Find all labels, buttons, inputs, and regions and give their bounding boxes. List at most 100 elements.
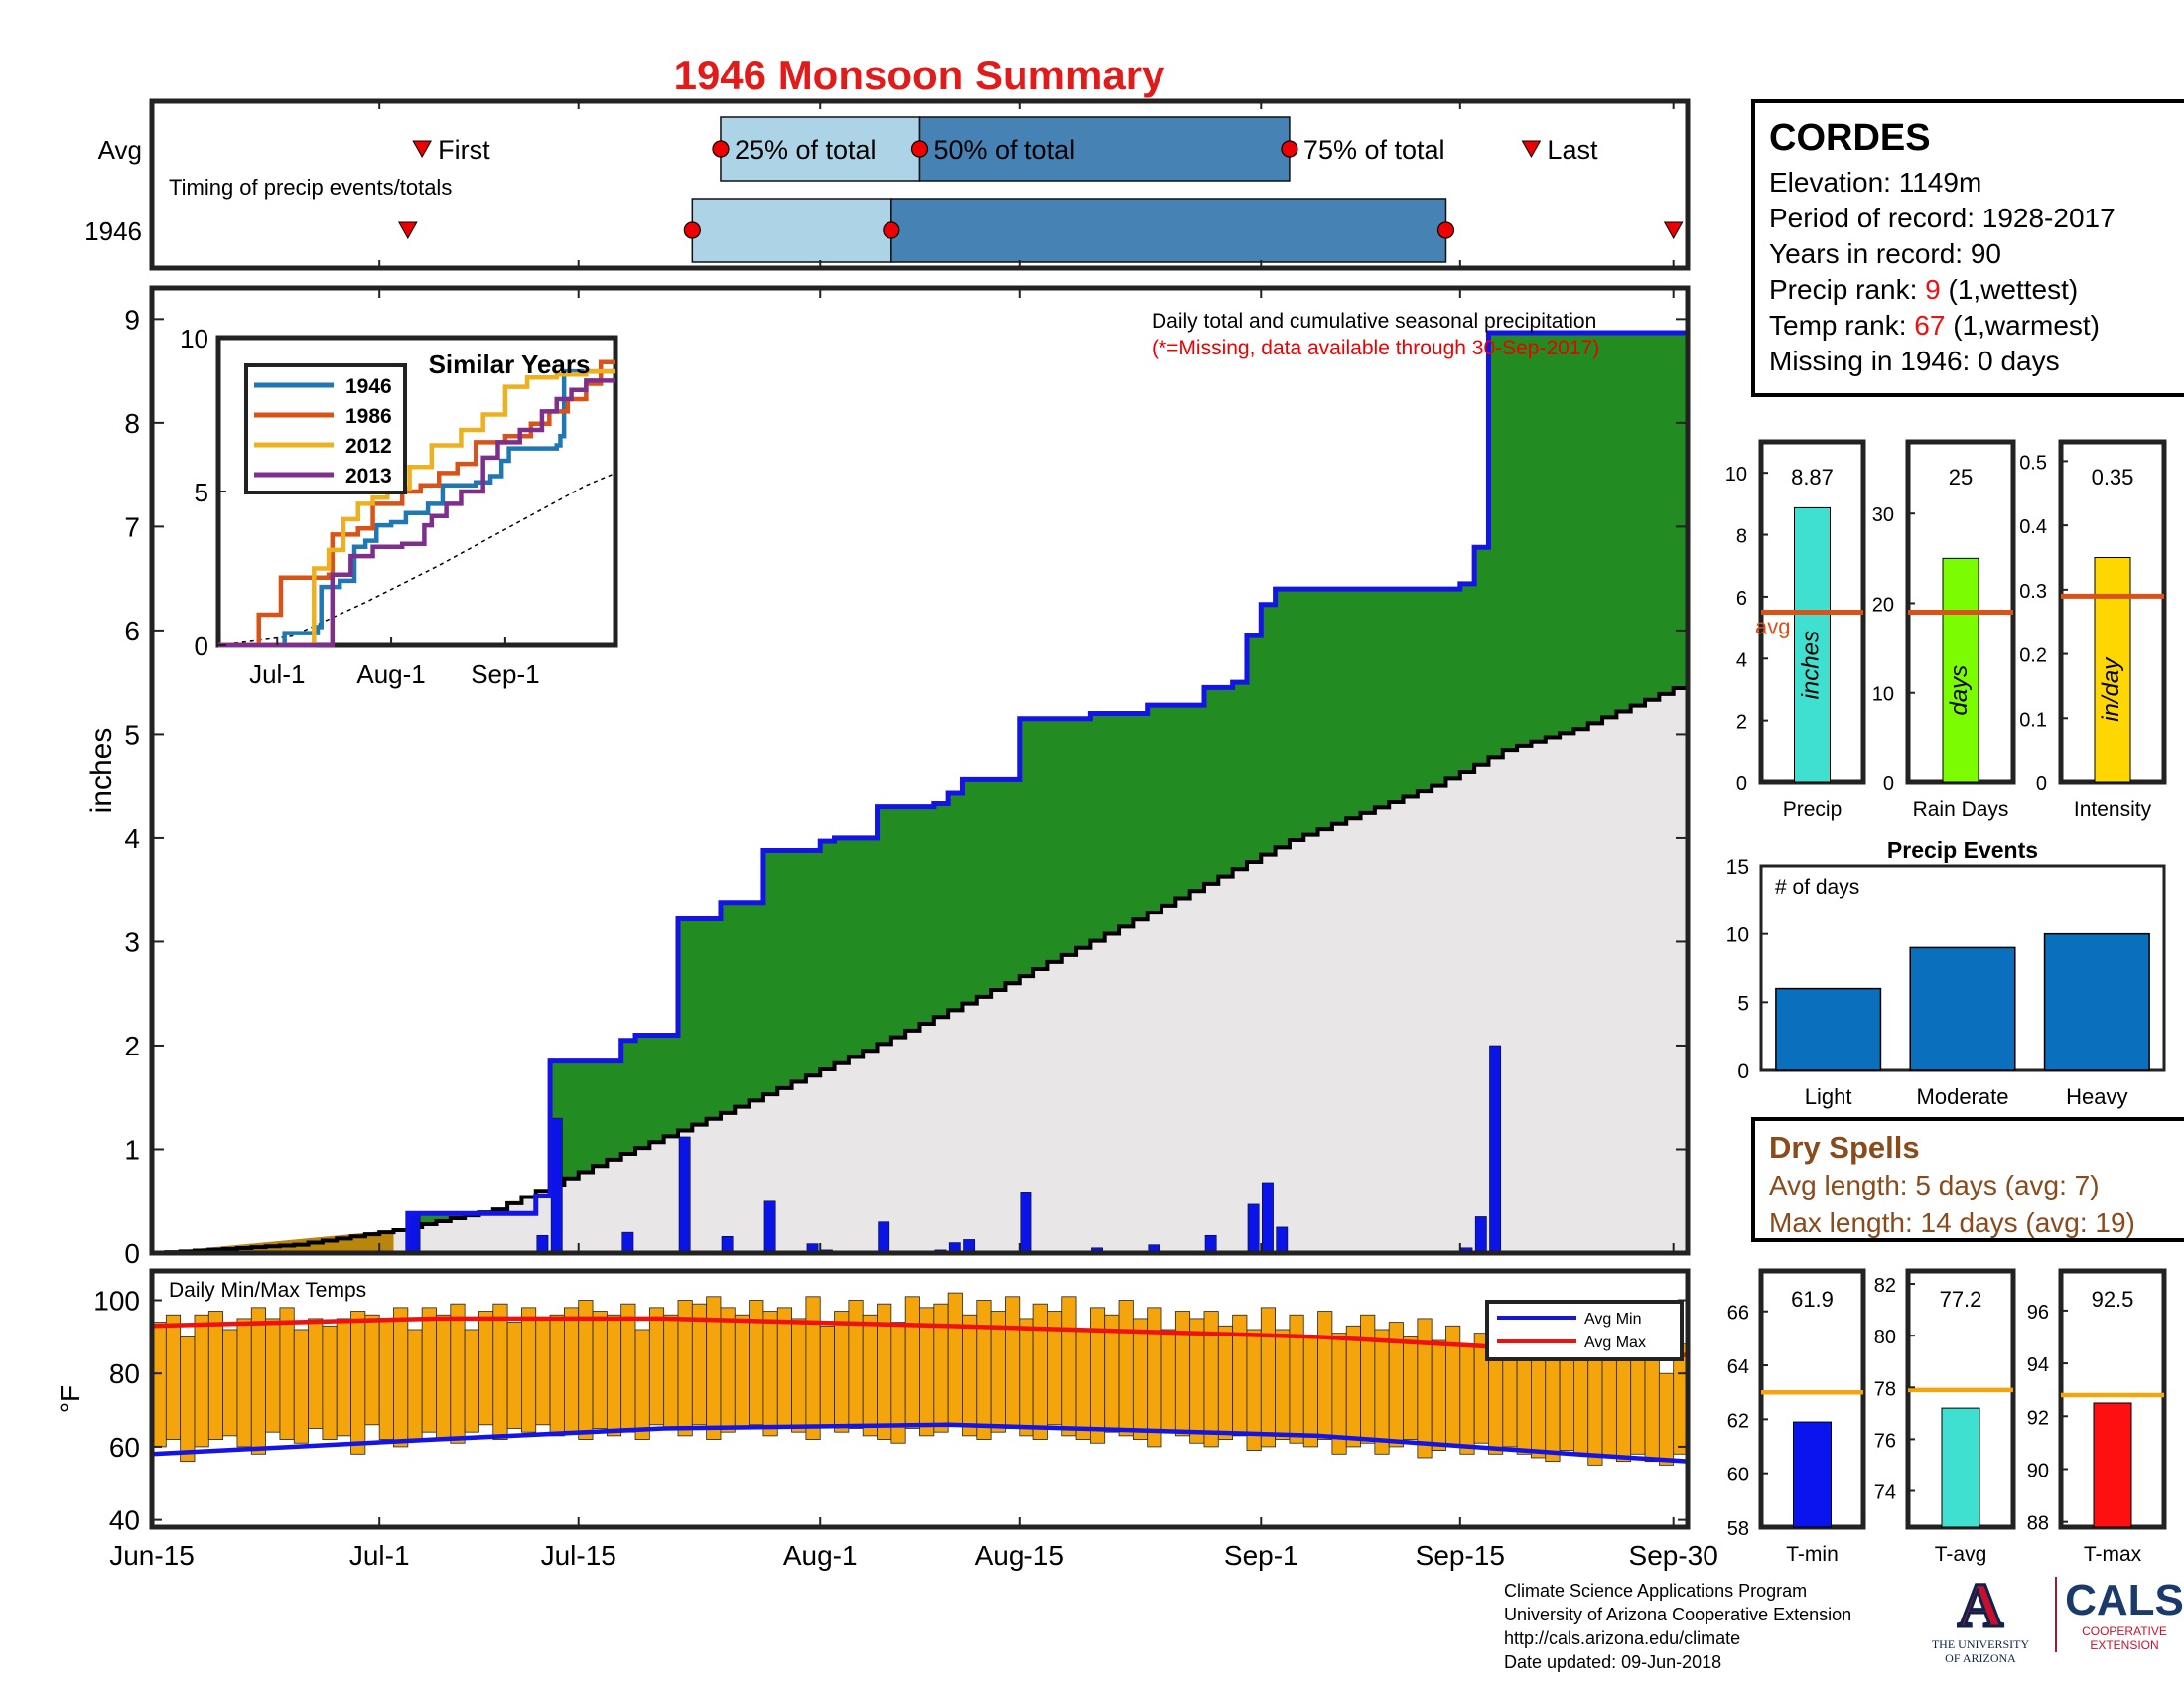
totals-unit-label: in/day <box>2098 656 2124 722</box>
precip-rank-value: 9 <box>1925 274 1941 305</box>
cumulative-1946-line <box>152 330 1688 1256</box>
totals-y-tick-label: 0.1 <box>2019 709 2047 731</box>
inset-legend-label: 2012 <box>345 435 392 458</box>
season-totals-panels: 8.87 Precip inches avg 0 2 4 6 8 10 25 Rain Days day… <box>1725 439 2167 821</box>
inset-series-2013 <box>218 378 615 648</box>
daily-temp-bar <box>549 1314 565 1437</box>
temps-y-axis-label: °F <box>55 1385 85 1413</box>
temps-title: Daily Min/Max Temps <box>169 1279 366 1302</box>
daily-temp-bar <box>250 1307 266 1455</box>
x-tick-label: Sep-15 <box>1416 1540 1505 1571</box>
precip-y-tick-label: 3 <box>124 926 140 957</box>
daily-temp-bar <box>492 1303 508 1440</box>
temps-y-tick-label: 80 <box>109 1358 140 1389</box>
temp-totals-y-tick-label: 80 <box>1874 1327 1896 1348</box>
daily-temp-bar <box>1160 1329 1176 1433</box>
temp-totals-bar <box>1941 1407 1980 1528</box>
events-y-tick-label: 10 <box>1726 924 1749 947</box>
timing-percentile-marker <box>683 221 701 239</box>
daily-temp-bar <box>1174 1311 1191 1437</box>
events-y-tick-label: 5 <box>1737 992 1749 1015</box>
daily-precip-bar <box>878 1221 890 1254</box>
daily-temp-bar <box>734 1314 751 1429</box>
daily-temp-bar <box>791 1318 807 1433</box>
totals-y-tick-label: 4 <box>1736 649 1747 671</box>
credits-line: University of Arizona Cooperative Extens… <box>1504 1605 1852 1624</box>
temp-totals-value-label: 77.2 <box>1940 1287 1982 1312</box>
daily-temp-bar <box>407 1329 423 1440</box>
totals-y-tick-label: 10 <box>1725 464 1747 486</box>
totals-y-tick-label: 30 <box>1872 504 1894 526</box>
precip-y-tick-label: 7 <box>124 511 140 542</box>
timing-subtitle: Timing of precip events/totals <box>169 175 452 200</box>
temp-totals-y-tick-label: 90 <box>2027 1460 2049 1481</box>
totals-y-tick-label: 0 <box>2036 774 2047 795</box>
precip-chart-title: Daily total and cumulative seasonal prec… <box>1152 310 1596 333</box>
daily-temp-bar <box>336 1318 351 1437</box>
totals-bar <box>1794 506 1831 783</box>
temp-totals-y-tick-label: 76 <box>1874 1430 1896 1452</box>
daily-temp-bar <box>1005 1296 1021 1429</box>
timing-first-last-marker <box>1521 140 1542 159</box>
temp-rank: Temp rank: 67 (1,warmest) <box>1769 310 2101 341</box>
inset-x-tick-label: Sep-1 <box>471 659 539 689</box>
daily-temp-bar <box>279 1307 295 1440</box>
avg-min-line <box>151 1422 1689 1464</box>
x-tick-label: Sep-1 <box>1224 1540 1298 1571</box>
timing-row-label: 1946 <box>84 216 142 246</box>
daily-temp-bar <box>691 1303 708 1426</box>
timing-percentile-marker <box>1281 140 1298 158</box>
events-y-tick-label: 15 <box>1726 856 1749 879</box>
daily-temp-bar <box>293 1329 309 1444</box>
daily-temp-bar <box>436 1314 452 1440</box>
daily-temp-bar <box>848 1300 864 1429</box>
daily-temp-bar <box>1032 1303 1048 1440</box>
temp-totals-x-label: T-max <box>2084 1543 2142 1566</box>
inset-title: Similar Years <box>429 350 591 379</box>
daily-temp-bar <box>1658 1372 1675 1466</box>
daily-temp-bar <box>1417 1318 1433 1459</box>
timing-percentile-marker <box>1436 221 1455 239</box>
daily-temp-bar <box>1360 1314 1376 1444</box>
timing-first-last-marker <box>412 140 433 159</box>
precip-chart-note: (*=Missing, data available through 30-Se… <box>1152 337 1599 359</box>
daily-temp-bar <box>805 1296 821 1440</box>
similar-years-inset: 0 5 10 Jul-1 Aug-1 Sep-1 Similar Years 1946 1986… <box>180 324 618 689</box>
daily-temp-bar <box>222 1329 238 1437</box>
temp-totals-x-label: T-min <box>1786 1543 1839 1566</box>
inset-y-tick-label: 5 <box>195 478 208 507</box>
temp-totals-x-label: T-avg <box>1935 1543 1987 1566</box>
totals-unit-label: inches <box>1798 631 1825 699</box>
timing-label-75: 75% of total <box>1303 135 1445 165</box>
x-tick-label: Aug-1 <box>783 1540 858 1571</box>
daily-precip-bar <box>536 1234 549 1254</box>
daily-temp-bar <box>1075 1329 1091 1440</box>
timing-first-last-marker <box>397 221 418 240</box>
daily-temp-bar <box>976 1300 992 1440</box>
temp-totals-y-tick-label: 88 <box>2027 1513 2049 1535</box>
daily-temp-bar <box>933 1303 949 1433</box>
daily-temp-bar <box>506 1322 522 1429</box>
temp-totals-bar <box>2093 1402 2132 1528</box>
temp-totals-y-tick-label: 58 <box>1727 1518 1749 1540</box>
below-average-area <box>152 1230 394 1253</box>
daily-temp-bar <box>308 1318 324 1429</box>
daily-temp-bar <box>521 1307 537 1433</box>
events-y-label: # of days <box>1775 876 1859 899</box>
daily-precip-bar <box>550 1117 563 1254</box>
inset-x-tick-label: Jul-1 <box>249 659 305 689</box>
dry-spells-box: Dry Spells Avg length: 5 days (avg: 7) M… <box>1751 1117 2184 1242</box>
daily-precip-bar <box>721 1236 734 1254</box>
dry-spells-max: Max length: 14 days (avg: 19) <box>1769 1207 2135 1238</box>
daily-temp-bar <box>1061 1296 1077 1437</box>
daily-precip-bar <box>1474 1216 1487 1254</box>
temp-totals-y-tick-label: 74 <box>1874 1482 1896 1504</box>
daily-temp-bar <box>663 1314 679 1429</box>
missing-days: Missing in 1946: 0 days <box>1769 346 2060 376</box>
precip-y-tick-label: 1 <box>124 1134 140 1165</box>
temp-totals-y-tick-label: 78 <box>1874 1378 1896 1400</box>
credits-line: http://cals.arizona.edu/climate <box>1504 1628 1741 1648</box>
cals-logo: CALS COOPERATIVE EXTENSION <box>2055 1577 2184 1652</box>
timing-first-last-marker <box>1663 221 1684 240</box>
